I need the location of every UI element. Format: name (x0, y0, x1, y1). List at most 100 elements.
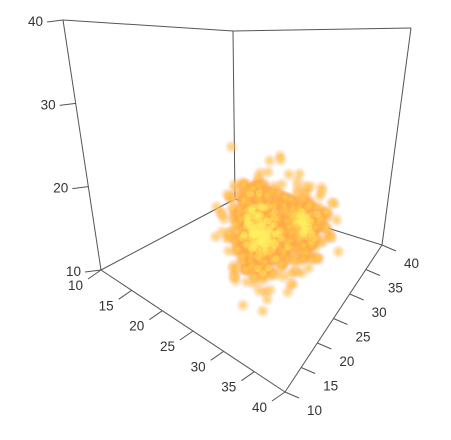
data-point-core-s1 (298, 214, 306, 222)
back-left-vertical-edge (62, 19, 102, 271)
data-point-core-s2 (263, 229, 271, 237)
data-point-s2 (255, 304, 270, 318)
data-point-core-s1 (304, 223, 312, 230)
y-tick-mark (284, 391, 300, 399)
data-point-core-s2 (256, 229, 263, 237)
z-tick-mark (46, 19, 64, 23)
data-point-core-s2 (260, 234, 268, 242)
data-point-core-s2 (252, 228, 260, 236)
data-point-s2 (254, 273, 269, 288)
data-point-core-s2 (256, 228, 264, 236)
data-point-core-s2 (261, 204, 268, 212)
data-point-core-s2 (246, 214, 254, 222)
data-point-core-s2 (244, 233, 252, 241)
data-point-s2 (224, 139, 239, 154)
data-point-core-s2 (264, 234, 272, 242)
data-point-s2 (237, 193, 251, 207)
data-point-s2 (260, 292, 275, 307)
data-point-s2 (286, 254, 301, 269)
top-left-edge (62, 19, 234, 32)
data-point-core-s2 (276, 234, 284, 242)
data-point-core-s2 (247, 221, 255, 228)
data-point-core-s2 (240, 231, 248, 239)
data-point-core-s2 (256, 202, 264, 210)
data-point-core-s2 (243, 222, 250, 230)
data-point-core-s2 (254, 203, 262, 211)
data-point-s1 (302, 198, 317, 213)
data-point-core-s2 (248, 224, 256, 232)
data-point-s2 (261, 165, 276, 180)
data-point-core-s2 (253, 224, 261, 232)
data-point-core-s2 (258, 235, 266, 243)
data-point-core-s2 (244, 217, 251, 225)
data-point-core-s2 (265, 264, 273, 272)
data-point-core-s2 (266, 239, 274, 247)
data-point-core-s2 (249, 220, 257, 228)
x-tick-label: 10 (68, 278, 83, 293)
data-point-core-s2 (255, 230, 263, 238)
x-axis: 10 15 20 25 30 35 40 (68, 269, 286, 415)
data-point-s2 (273, 153, 288, 167)
data-point-s2 (215, 224, 230, 239)
data-point-core-s2 (257, 236, 264, 244)
data-point-core-s2 (257, 203, 265, 211)
x-tick-mark (241, 371, 255, 382)
data-point-core-s2 (256, 238, 264, 246)
data-point-core-s2 (258, 238, 266, 246)
data-point-core-s2 (276, 227, 284, 235)
data-point-core-s2 (252, 229, 260, 237)
data-point-core-s2 (255, 232, 263, 240)
y-tick-label: 10 (307, 403, 322, 418)
data-point-core-s2 (248, 245, 255, 253)
data-point-core-s2 (247, 222, 255, 229)
data-point-core-s2 (244, 213, 251, 220)
data-point-core-s2 (254, 252, 262, 260)
data-point-core-s2 (238, 234, 246, 242)
data-point-core-s1 (307, 218, 315, 226)
data-point-core-s2 (264, 217, 272, 225)
data-point-core-s2 (248, 231, 256, 238)
back-right-vertical-edge (381, 27, 412, 246)
data-point-core-s2 (260, 241, 268, 249)
z-tick-label: 40 (28, 14, 43, 29)
data-point-s2 (282, 267, 297, 282)
data-point-core-s2 (262, 233, 270, 241)
data-point-core-s2 (254, 231, 262, 239)
data-point-s2 (237, 228, 252, 243)
z-tick-label: 10 (66, 264, 81, 279)
x-tick-label: 35 (221, 380, 236, 395)
y-tick-mark (365, 269, 381, 276)
data-point-core-s2 (261, 244, 269, 251)
z-tick-mark (59, 102, 76, 106)
data-point-core-s2 (259, 236, 267, 244)
data-point-core-s1 (297, 208, 305, 216)
data-point-s2 (303, 235, 318, 250)
y-tick-label: 35 (388, 281, 403, 296)
data-point-core-s2 (256, 231, 264, 239)
y-tick-mark (381, 244, 397, 252)
data-point-core-s2 (263, 217, 271, 225)
data-point-core-s2 (264, 233, 271, 241)
data-point-core-s2 (265, 202, 273, 210)
data-point-core-s2 (252, 215, 260, 223)
data-point-core-s2 (269, 245, 277, 253)
data-point-core-s2 (243, 219, 251, 226)
data-point-core-s2 (248, 226, 256, 234)
data-point-core-s2 (272, 239, 280, 247)
data-point-core-s2 (240, 231, 248, 238)
data-point-core-s2 (260, 230, 268, 238)
data-point-core-s2 (262, 247, 269, 255)
data-point-core-s2 (272, 230, 280, 238)
data-point-core-s2 (259, 218, 267, 226)
data-point-core-s1 (306, 227, 313, 234)
data-point-core-s2 (259, 240, 267, 247)
data-point-core-s2 (250, 226, 258, 234)
x-tick-label: 25 (160, 339, 175, 354)
data-point-core-s2 (251, 229, 259, 237)
z-tick-mark (84, 269, 102, 273)
data-point-core-s1 (298, 217, 306, 225)
x-tick-mark (271, 391, 286, 402)
data-point-core-s2 (249, 240, 257, 248)
